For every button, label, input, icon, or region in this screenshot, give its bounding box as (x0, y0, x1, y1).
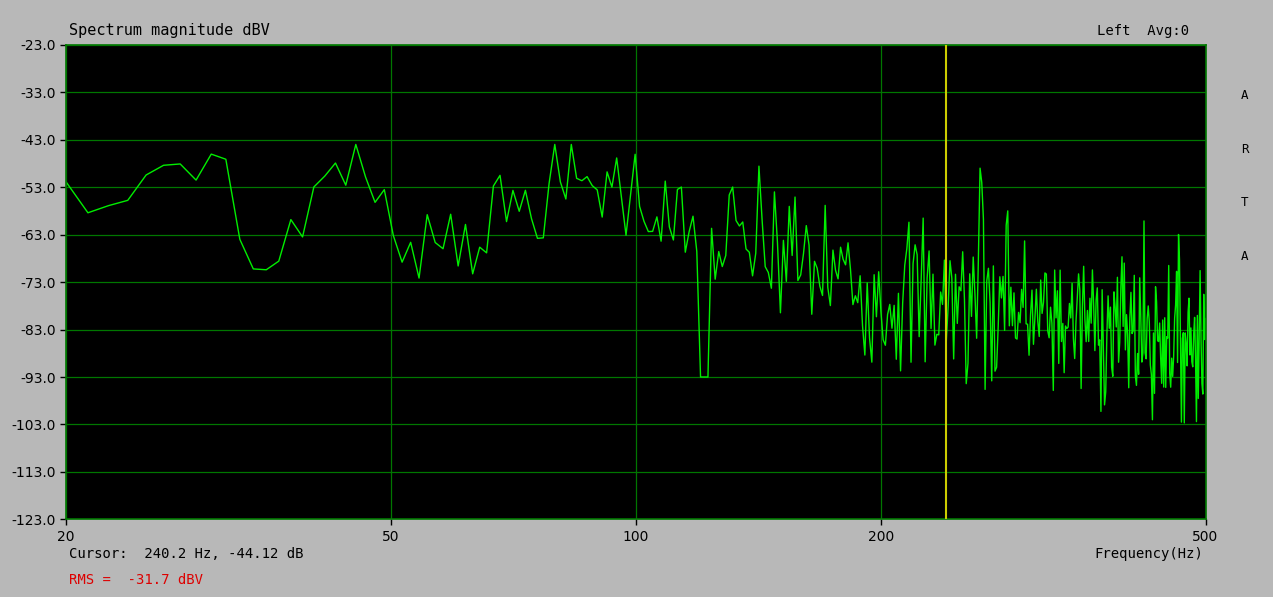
Text: T: T (1241, 196, 1249, 210)
Text: A: A (1241, 250, 1249, 263)
Text: R: R (1241, 143, 1249, 156)
Text: Spectrum magnitude dBV: Spectrum magnitude dBV (69, 23, 270, 38)
Text: A: A (1241, 89, 1249, 102)
Text: Frequency(Hz): Frequency(Hz) (1094, 547, 1203, 561)
Text: RMS =  -31.7 dBV: RMS = -31.7 dBV (69, 573, 202, 587)
Text: Cursor:  240.2 Hz, -44.12 dB: Cursor: 240.2 Hz, -44.12 dB (69, 547, 303, 561)
Text: Left  Avg:0: Left Avg:0 (1097, 24, 1189, 38)
